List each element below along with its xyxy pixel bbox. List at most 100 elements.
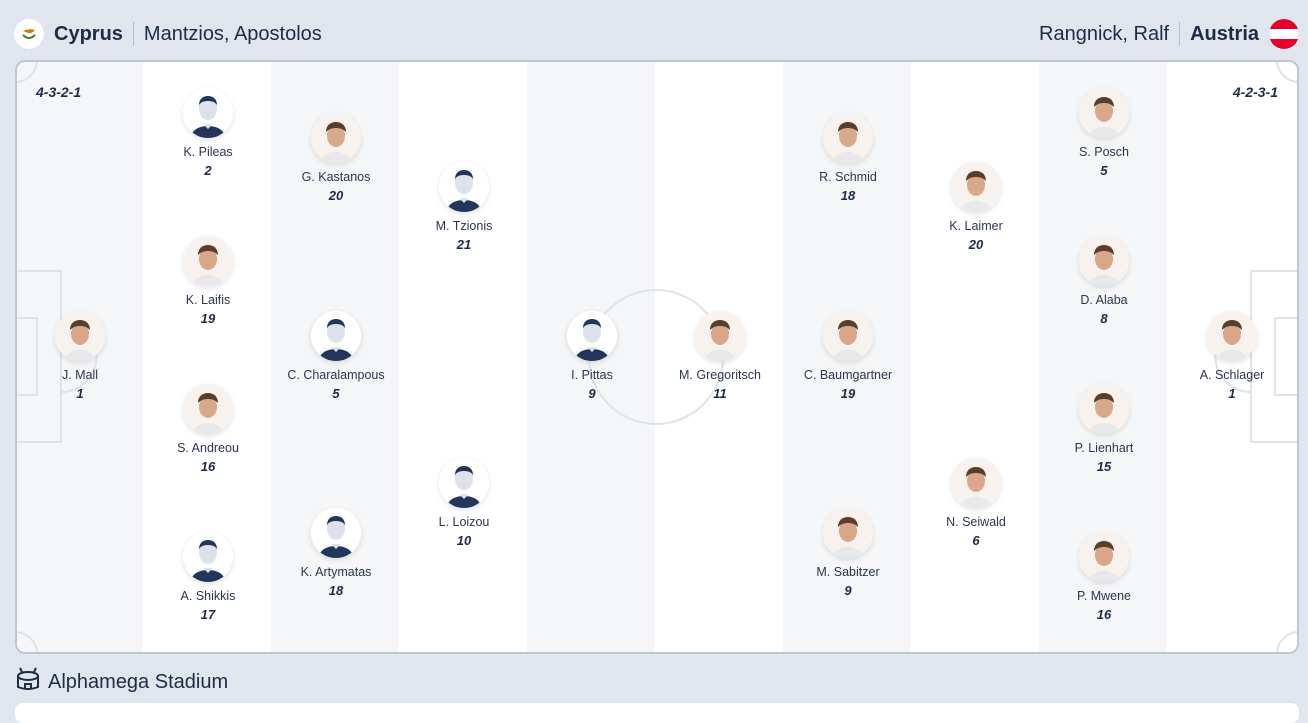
player-number: 1 bbox=[76, 386, 84, 401]
away-coach: Rangnick, Ralf bbox=[1039, 22, 1170, 45]
player-name: N. Seiwald bbox=[946, 515, 1006, 529]
player-name: K. Pileas bbox=[183, 145, 233, 159]
player-number: 17 bbox=[200, 607, 216, 622]
player-silhouette-icon[interactable] bbox=[311, 311, 361, 361]
player-photo[interactable] bbox=[1079, 384, 1129, 434]
corner-arc bbox=[17, 631, 38, 652]
player-name: K. Laifis bbox=[185, 293, 231, 307]
home-coach: Mantzios, Apostolos bbox=[143, 22, 322, 45]
stadium-icon bbox=[16, 666, 40, 698]
right-penalty-box bbox=[1250, 270, 1297, 443]
player-photo[interactable] bbox=[1079, 88, 1129, 138]
away-player[interactable]: K. Laimer 20 bbox=[913, 162, 1039, 252]
player-number: 9 bbox=[844, 583, 852, 598]
player-photo[interactable] bbox=[1079, 532, 1129, 582]
player-number: 19 bbox=[200, 311, 216, 326]
player-photo[interactable] bbox=[1207, 311, 1257, 361]
player-photo[interactable] bbox=[183, 384, 233, 434]
player-name: C. Baumgartner bbox=[803, 368, 893, 382]
player-silhouette-icon[interactable] bbox=[439, 458, 489, 508]
player-number: 11 bbox=[713, 386, 727, 401]
home-player[interactable]: K. Laifis 19 bbox=[145, 236, 271, 326]
home-player[interactable]: G. Kastanos 20 bbox=[273, 113, 399, 203]
player-silhouette-icon[interactable] bbox=[183, 88, 233, 138]
home-team-name[interactable]: Cyprus bbox=[54, 22, 123, 45]
player-name: I. Pittas bbox=[571, 368, 613, 382]
home-player[interactable]: K. Pileas 2 bbox=[145, 88, 271, 178]
player-number: 6 bbox=[972, 533, 980, 548]
player-number: 8 bbox=[1100, 311, 1108, 326]
away-player[interactable]: M. Gregoritsch 11 bbox=[657, 311, 783, 401]
away-player[interactable]: P. Mwene 16 bbox=[1041, 532, 1167, 622]
away-formation: 4-2-3-1 bbox=[1232, 84, 1278, 100]
away-player[interactable]: N. Seiwald 6 bbox=[913, 458, 1039, 548]
divider bbox=[132, 22, 134, 46]
player-name: J. Mall bbox=[61, 368, 99, 382]
player-silhouette-icon[interactable] bbox=[567, 311, 617, 361]
corner-arc bbox=[1276, 62, 1297, 83]
player-number: 10 bbox=[456, 533, 472, 548]
corner-arc bbox=[17, 62, 38, 83]
player-name: A. Shikkis bbox=[180, 589, 236, 603]
home-player[interactable]: C. Charalampous 5 bbox=[273, 311, 399, 401]
away-player[interactable]: S. Posch 5 bbox=[1041, 88, 1167, 178]
venue-name: Alphamega Stadium bbox=[48, 670, 229, 693]
home-player[interactable]: L. Loizou 10 bbox=[401, 458, 527, 548]
away-player[interactable]: P. Lienhart 15 bbox=[1041, 384, 1167, 474]
player-name: A. Schlager bbox=[1199, 368, 1265, 382]
player-number: 5 bbox=[332, 386, 340, 401]
away-player[interactable]: M. Sabitzer 9 bbox=[785, 508, 911, 598]
player-photo[interactable] bbox=[183, 236, 233, 286]
player-photo[interactable] bbox=[823, 113, 873, 163]
player-name: S. Posch bbox=[1078, 145, 1130, 159]
left-goal-area bbox=[17, 317, 38, 396]
player-name: M. Gregoritsch bbox=[679, 368, 761, 382]
player-name: R. Schmid bbox=[819, 170, 877, 184]
player-number: 18 bbox=[840, 188, 856, 203]
player-silhouette-icon[interactable] bbox=[439, 162, 489, 212]
home-player[interactable]: I. Pittas 9 bbox=[529, 311, 655, 401]
away-player[interactable]: D. Alaba 8 bbox=[1041, 236, 1167, 326]
player-number: 15 bbox=[1096, 459, 1112, 474]
away-player[interactable]: A. Schlager 1 bbox=[1169, 311, 1295, 401]
home-player[interactable]: M. Tzionis 21 bbox=[401, 162, 527, 252]
away-team-name[interactable]: Austria bbox=[1190, 22, 1259, 45]
home-player[interactable]: K. Artymatas 18 bbox=[273, 508, 399, 598]
player-name: D. Alaba bbox=[1080, 293, 1128, 307]
player-name: P. Lienhart bbox=[1074, 441, 1134, 455]
away-player[interactable]: R. Schmid 18 bbox=[785, 113, 911, 203]
player-photo[interactable] bbox=[1079, 236, 1129, 286]
left-penalty-box bbox=[17, 270, 62, 443]
austria-flag-icon bbox=[1269, 19, 1299, 49]
home-formation: 4-3-2-1 bbox=[36, 84, 82, 100]
player-name: M. Tzionis bbox=[435, 219, 493, 233]
player-photo[interactable] bbox=[695, 311, 745, 361]
home-player[interactable]: J. Mall 1 bbox=[17, 311, 143, 401]
away-player[interactable]: C. Baumgartner 19 bbox=[785, 311, 911, 401]
player-number: 20 bbox=[968, 237, 984, 252]
player-photo[interactable] bbox=[951, 458, 1001, 508]
home-player[interactable]: S. Andreou 16 bbox=[145, 384, 271, 474]
player-number: 5 bbox=[1100, 163, 1108, 178]
player-name: M. Sabitzer bbox=[816, 565, 880, 579]
divider bbox=[1179, 22, 1181, 46]
corner-arc bbox=[1276, 631, 1297, 652]
player-number: 19 bbox=[840, 386, 856, 401]
player-photo[interactable] bbox=[823, 508, 873, 558]
player-photo[interactable] bbox=[55, 311, 105, 361]
cyprus-flag-icon bbox=[14, 19, 44, 49]
player-number: 16 bbox=[1096, 607, 1112, 622]
home-team-header: Cyprus Mantzios, Apostolos bbox=[14, 16, 322, 52]
player-number: 21 bbox=[456, 237, 472, 252]
player-name: K. Laimer bbox=[949, 219, 1003, 233]
home-player[interactable]: A. Shikkis 17 bbox=[145, 532, 271, 622]
player-number: 2 bbox=[204, 163, 212, 178]
player-silhouette-icon[interactable] bbox=[311, 508, 361, 558]
player-photo[interactable] bbox=[311, 113, 361, 163]
player-silhouette-icon[interactable] bbox=[183, 532, 233, 582]
player-photo[interactable] bbox=[823, 311, 873, 361]
venue: Alphamega Stadium bbox=[16, 666, 228, 698]
player-photo[interactable] bbox=[951, 162, 1001, 212]
player-number: 16 bbox=[200, 459, 216, 474]
player-name: S. Andreou bbox=[177, 441, 239, 455]
